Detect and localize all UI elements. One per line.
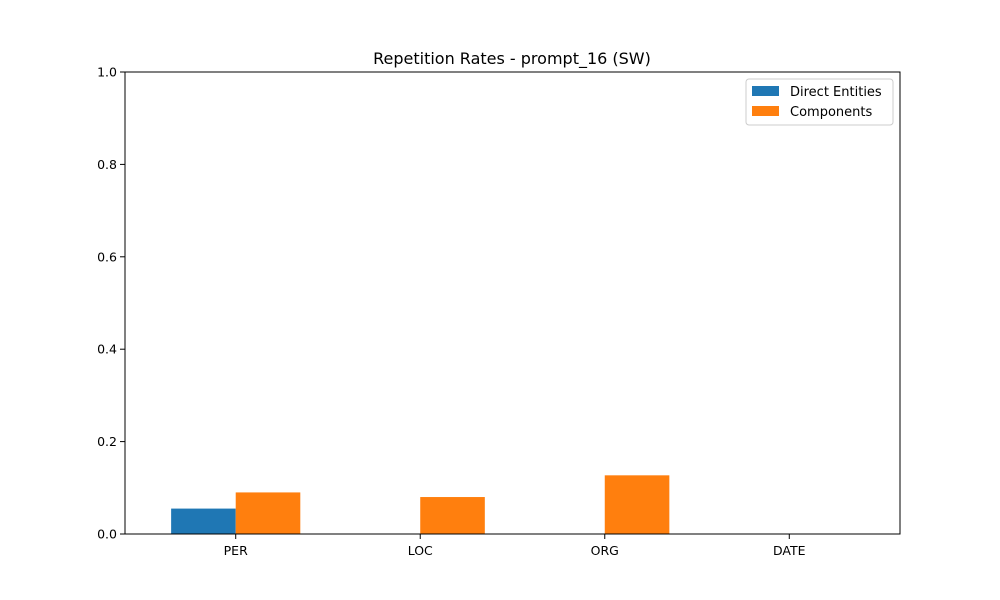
bar-components-loc: [420, 497, 485, 534]
legend-swatch: [752, 106, 779, 116]
legend: Direct Entities Components: [745, 78, 894, 126]
bar-components-per: [235, 492, 301, 534]
bar-direct-entities-per: [171, 508, 236, 534]
x-tick-label: DATE: [773, 543, 806, 558]
bars-layer: [171, 475, 670, 534]
legend-swatch: [752, 86, 779, 96]
legend-label: Direct Entities: [790, 85, 882, 100]
y-tick-label: 0.4: [97, 342, 117, 357]
x-axis: PER LOC ORG DATE: [224, 534, 806, 558]
y-tick-label: 0.0: [97, 527, 117, 542]
y-tick-label: 0.2: [97, 434, 117, 449]
bar-components-org: [604, 475, 670, 534]
legend-box: [745, 78, 894, 126]
y-tick-label: 1.0: [97, 65, 117, 80]
chart-title: Repetition Rates - prompt_16 (SW): [373, 49, 651, 69]
x-tick-label: ORG: [591, 543, 619, 558]
y-tick-label: 0.6: [97, 249, 117, 264]
y-axis: 0.0 0.2 0.4 0.6 0.8 1.0: [97, 65, 125, 542]
plot-frame: [124, 71, 901, 535]
x-tick-label: PER: [224, 543, 248, 558]
legend-label: Components: [790, 105, 872, 120]
y-tick-label: 0.8: [97, 157, 117, 172]
x-tick-label: LOC: [408, 543, 433, 558]
